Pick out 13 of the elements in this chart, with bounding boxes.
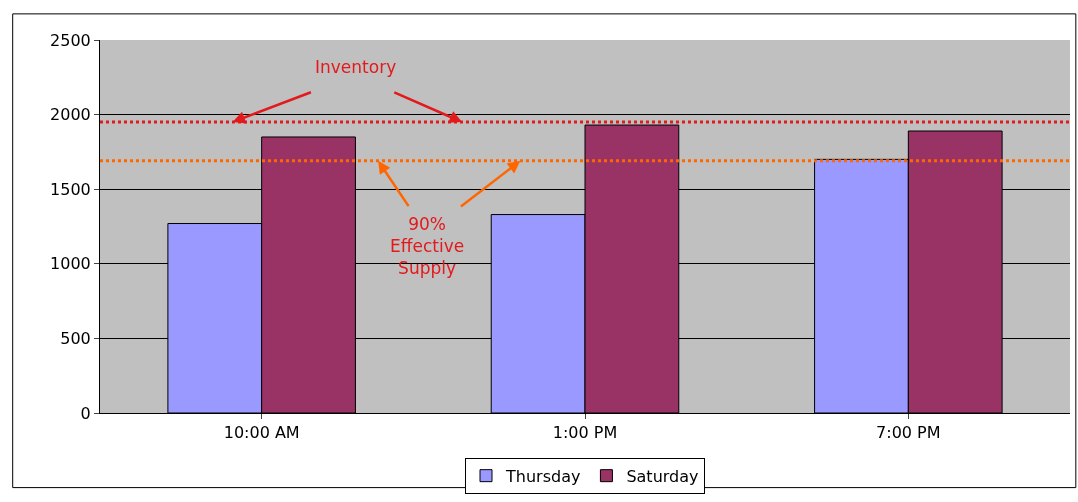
y-tick-label: 0 [80,403,91,423]
x-tick-label: 1:00 PM [552,423,618,443]
legend-label: Thursday [505,466,581,486]
x-tick-label: 10:00 AM [223,423,300,443]
y-tick-label: 2000 [50,105,91,125]
ref-line-label: Inventory [315,57,397,77]
x-tick-label: 7:00 PM [876,423,941,443]
ref-line-label: 90% Effective Supply [390,214,465,279]
y-tick-label: 1500 [50,179,91,199]
y-tick-label: 500 [60,329,91,348]
y-tick-label: 1000 [50,254,91,274]
y-tick-label: 2500 [50,30,91,50]
legend-label: Saturday [626,466,699,486]
